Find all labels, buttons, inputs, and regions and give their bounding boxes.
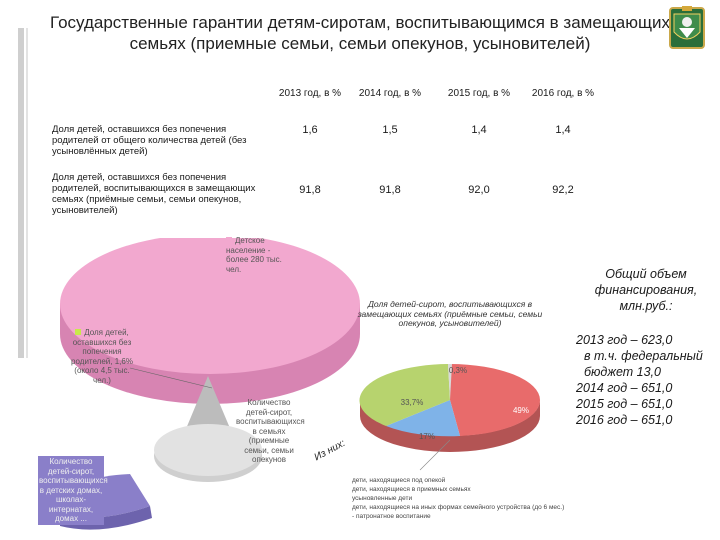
slice-label-0-3: 0,3% [448, 366, 468, 375]
legend-item: дети, находящиеся на иных формах семейно… [352, 504, 565, 520]
leader-line [419, 439, 451, 471]
label-foster-count: Количество детей-сирот, воспитывающихся … [236, 398, 305, 464]
col-header-2016: 2016 год, в % [531, 88, 595, 99]
slice-label-17: 17% [418, 432, 435, 441]
financing-line-2015: 2015 год – 651,0 [576, 397, 673, 411]
pie2-slice-adopted [386, 400, 460, 437]
row-label-share-orphans: Доля детей, оставшихся без попечения род… [52, 124, 247, 157]
sub-pie-legend: дети, находящиеся под опекой дети, наход… [352, 476, 567, 521]
legend-item: усыновленные дети [352, 495, 413, 502]
slice-label-49: 49% [512, 406, 529, 415]
col-header-2015: 2015 год, в % [447, 88, 511, 99]
financing-title: Общий объем финансирования, млн.руб.: [594, 267, 698, 313]
label-orphans-share: Доля детей, оставшихся без попечения род… [71, 328, 133, 385]
pie2-slice-guardianship [450, 364, 541, 436]
leader-line [129, 367, 213, 389]
cell: 92,2 [552, 184, 574, 196]
pie2-depth [360, 400, 540, 452]
pie2-slice-foster-families [359, 364, 450, 426]
foster-breakdown-pie [359, 364, 541, 471]
decorative-bar [18, 28, 24, 358]
legend-item: дети, находящиеся в приемных семьях [352, 486, 471, 493]
decorative-bar-thin [26, 28, 28, 358]
cell: 92,0 [468, 184, 490, 196]
cell: 1,5 [382, 124, 398, 136]
cell: 91,8 [379, 184, 401, 196]
cell: 1,4 [555, 124, 571, 136]
col-header-2014: 2014 год, в % [358, 88, 422, 99]
pie-slice-children [60, 238, 360, 374]
financing-line-2016: 2016 год – 651,0 [576, 413, 673, 427]
sub-pie-title: Доля детей-сирот, воспитывающихся в заме… [357, 299, 543, 328]
financing-line-2013: 2013 год – 623,0 [576, 333, 673, 347]
financing-box: Общий объем финансирования, млн.руб.: 20… [572, 266, 720, 428]
legend-swatch [226, 237, 232, 243]
label-institutions-count: Количество детей-сирот, воспитывающихся … [38, 456, 108, 525]
legend-item: дети, находящиеся под опекой [352, 477, 446, 484]
row-label-share-foster: Доля детей, оставшихся без попечения род… [52, 172, 256, 216]
cell: 91,8 [299, 184, 321, 196]
legend-swatch [75, 329, 82, 335]
cell: 1,6 [302, 124, 318, 136]
slide-title: Государственные гарантии детям-сиротам, … [50, 13, 670, 53]
slice-label-33: 33,7% [400, 398, 424, 407]
pie-slice-foster-top [154, 424, 262, 476]
coat-of-arms-icon [669, 6, 705, 49]
financing-line-federal: в т.ч. федеральный бюджет 13,0 [584, 349, 703, 379]
financing-line-2014: 2014 год – 651,0 [576, 381, 673, 395]
children-population-pie [60, 238, 360, 530]
pie2-slice-patronage [448, 364, 452, 400]
cell: 1,4 [471, 124, 487, 136]
col-header-2013: 2013 год, в % [278, 88, 342, 99]
label-children-population: Детское население - более 280 тыс. чел. [226, 236, 282, 274]
